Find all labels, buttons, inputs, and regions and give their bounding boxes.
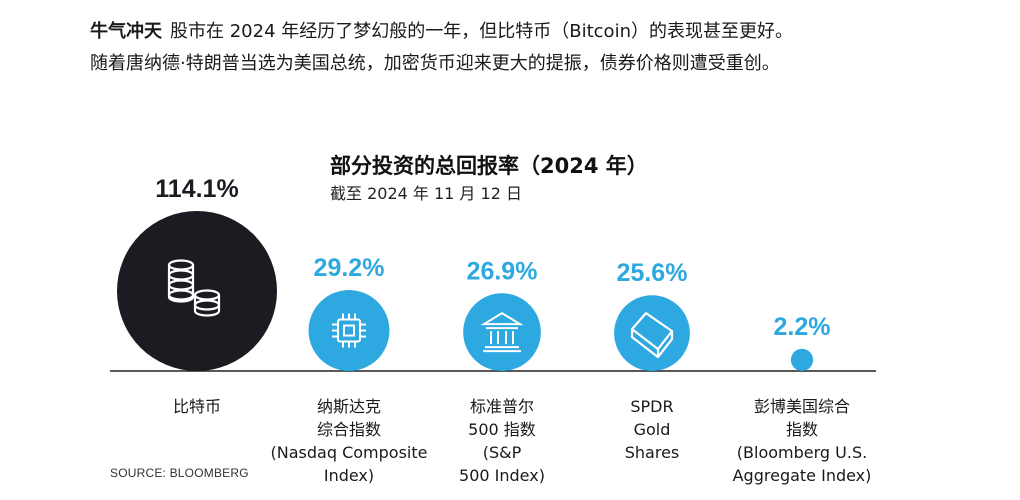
category-label-line: SPDR — [630, 397, 673, 416]
coin-stack-icon — [167, 259, 221, 317]
category-label-line: 比特币 — [173, 397, 221, 416]
value-label: 29.2% — [314, 254, 385, 282]
intro-text-1: 股市在 2024 年经历了梦幻般的一年，但比特币（Bitcoin）的表现甚至更好… — [170, 21, 793, 42]
bar-top — [630, 312, 674, 351]
category-label-line: (S&P — [483, 443, 522, 462]
category-label: SPDR Gold Shares — [625, 397, 680, 462]
bank-roof — [480, 311, 524, 326]
category-label: 比特币 — [173, 397, 221, 416]
category-label: 标准普尔 500 指数 (S&P 500 Index) — [459, 397, 545, 485]
category-label-line: 500 Index) — [459, 466, 545, 485]
category-label-line: (Nasdaq Composite — [271, 443, 428, 462]
category-label-line: Aggregate Index) — [733, 466, 872, 485]
bubble — [308, 290, 390, 372]
value-label: 25.6% — [617, 259, 688, 287]
category-label-line: Index) — [324, 466, 374, 485]
value-label: 2.2% — [774, 313, 831, 341]
intro-lead: 牛气冲天 — [90, 21, 162, 42]
category-label-line: 指数 — [786, 420, 818, 439]
coin-bottom — [167, 296, 195, 303]
chart-subtitle: 截至 2024 年 11 月 12 日 — [330, 184, 522, 203]
bubble-group: 2.2% 彭博美国综合指数 (Bloomberg U.S. Aggregate Ind… — [733, 313, 872, 485]
category-label-line: 纳斯达克 — [317, 397, 381, 416]
bubble — [790, 348, 814, 371]
bubble — [614, 295, 690, 371]
gold-bar-icon — [630, 312, 674, 359]
category-label-line: Shares — [625, 443, 680, 462]
bubble — [117, 211, 277, 371]
bubble-group: 26.9% 标准普尔 500 指数 (S&P 500 Index) — [459, 257, 545, 485]
bank-building-icon — [480, 311, 524, 353]
intro-line-1: 牛气冲天 股市在 2024 年经历了梦幻般的一年，但比特币（Bitcoin）的表现… — [90, 16, 990, 48]
category-label: 纳斯达克综合指数 (Nasdaq Composite Index) — [271, 397, 428, 485]
category-label-line: 500 指数 — [468, 420, 536, 439]
microchip-icon — [332, 313, 366, 348]
bubble — [463, 293, 541, 371]
category-label-line: 综合指数 — [317, 420, 381, 439]
intro-line-2: 随着唐纳德·特朗普当选为美国总统，加密货币迎来更大的提振，债券价格则遭受重创。 — [90, 53, 780, 74]
category-label-line: 彭博美国综合 — [754, 397, 850, 416]
category-label-line: Gold — [634, 420, 671, 439]
coin-side — [193, 295, 221, 311]
value-label: 114.1% — [155, 175, 238, 203]
category-label: 彭博美国综合指数 (Bloomberg U.S. Aggregate Index) — [733, 397, 872, 485]
bubble-group: 29.2% 纳斯达克综合指数 (Nasdaq Composite Index) — [271, 254, 428, 485]
chip-core — [343, 324, 355, 337]
bubble-group: 25.6% SPDR Gold Shares — [614, 259, 690, 462]
source-note: SOURCE: BLOOMBERG — [110, 466, 249, 480]
category-label-line: (Bloomberg U.S. — [737, 443, 867, 462]
coin-bottom — [193, 310, 221, 317]
intro-paragraph: 牛气冲天 股市在 2024 年经历了梦幻般的一年，但比特币（Bitcoin）的表现… — [90, 16, 990, 80]
value-label: 26.9% — [467, 257, 538, 285]
category-label-line: 标准普尔 — [470, 397, 534, 416]
bubble-group: 114.1% 比特币 — [117, 175, 277, 416]
coin-side — [167, 265, 195, 297]
chart-title: 部分投资的总回报率（2024 年） — [330, 154, 648, 178]
